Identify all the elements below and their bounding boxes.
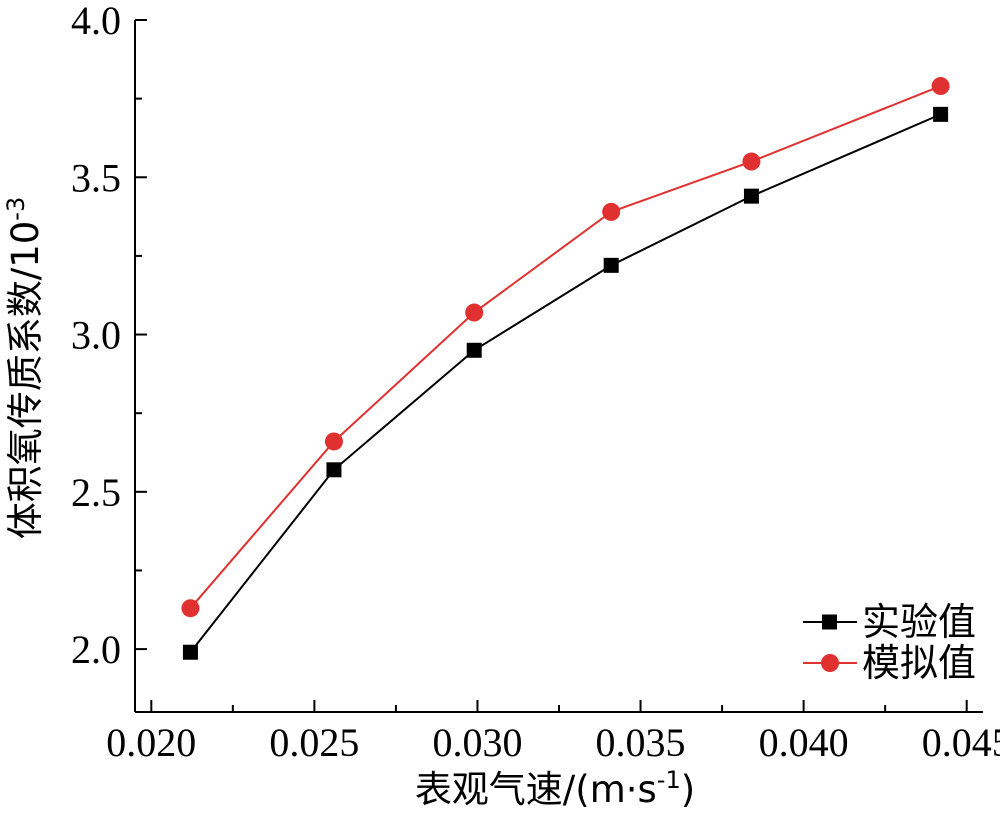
x-tick-label: 0.030 xyxy=(432,720,522,765)
legend-marker xyxy=(821,654,839,672)
data-point xyxy=(182,644,198,660)
data-point xyxy=(326,462,342,478)
y-tick-label: 2.0 xyxy=(71,627,121,672)
data-point xyxy=(602,202,621,221)
data-point xyxy=(465,303,484,322)
y-tick-label: 2.5 xyxy=(71,470,121,515)
x-tick-label: 0.045 xyxy=(922,720,1000,765)
y-axis-title: 体积氧传质系数/10-3 xyxy=(2,197,47,539)
x-tick-label: 0.035 xyxy=(596,720,686,765)
x-tick-label: 0.040 xyxy=(759,720,849,765)
series-line xyxy=(189,85,941,609)
data-point xyxy=(743,188,759,204)
legend-label: 模拟值 xyxy=(862,641,976,685)
data-point xyxy=(324,432,343,451)
x-axis-ticks: 0.020 0.025 0.030 0.035 0.040 0.045 xyxy=(106,700,1000,765)
data-point xyxy=(931,77,950,96)
x-tick-label: 0.020 xyxy=(106,720,196,765)
data-point xyxy=(603,257,619,273)
series-line xyxy=(189,113,941,653)
series-1 xyxy=(182,106,949,660)
data-point xyxy=(742,152,761,171)
data-point xyxy=(181,599,200,618)
y-tick-label: 4.0 xyxy=(71,0,121,43)
axes xyxy=(134,20,983,713)
series-2 xyxy=(181,77,950,618)
x-axis-title: 表观气速/(m·s-1) xyxy=(415,766,695,811)
data-point xyxy=(933,106,949,122)
legend-label: 实验值 xyxy=(862,600,976,644)
y-tick-label: 3.5 xyxy=(71,155,121,200)
x-tick-label: 0.025 xyxy=(269,720,359,765)
y-axis-ticks: 2.0 2.5 3.0 3.5 4.0 xyxy=(71,0,147,672)
series-layer xyxy=(181,77,950,660)
y-tick-label: 3.0 xyxy=(71,313,121,358)
legend-marker xyxy=(822,614,837,630)
data-point xyxy=(466,342,482,358)
